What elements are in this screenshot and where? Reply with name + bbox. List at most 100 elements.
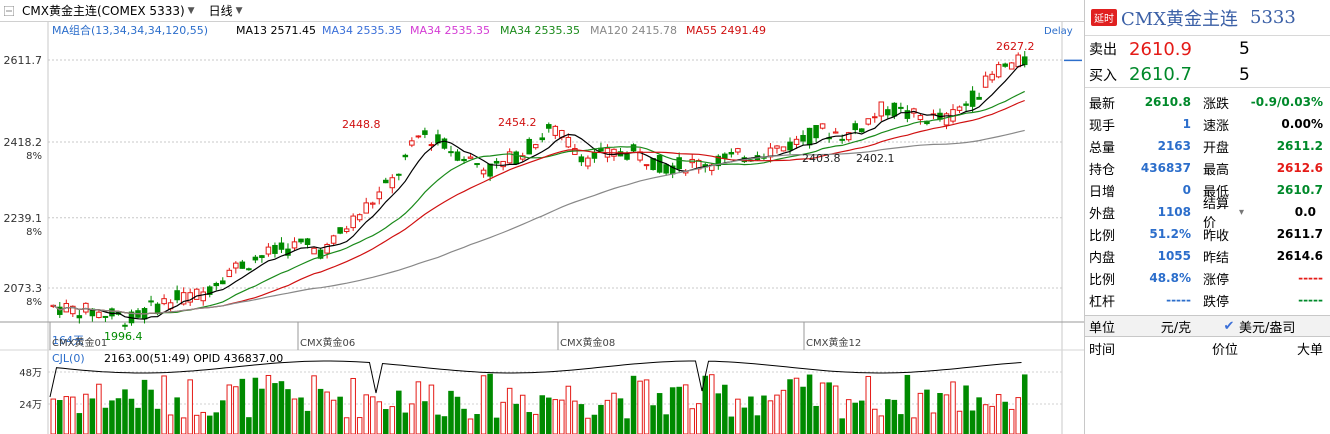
volume-bar: [630, 375, 637, 434]
volume-panel-title[interactable]: CJL(0): [52, 352, 85, 365]
price-annotation: 2448.8: [342, 118, 381, 131]
volume-bar: [924, 389, 930, 434]
volume-bar: [891, 399, 898, 434]
ma-legend-item: MA55 2491.49: [686, 24, 766, 37]
volume-bar: [448, 390, 454, 434]
quote-value: -----: [1298, 293, 1323, 307]
volume-bar: [369, 396, 376, 434]
candle-body: [180, 292, 187, 305]
quote-label: 涨跌: [1203, 96, 1230, 112]
quote-label: 最高: [1203, 162, 1230, 178]
candle-body: [487, 163, 493, 177]
checkmark-icon[interactable]: ✔: [1223, 318, 1235, 334]
volume-bar: [963, 385, 969, 434]
sell-qty: 5: [1239, 39, 1250, 59]
chart-menu-button[interactable]: [0, 0, 18, 22]
quote-label: 结算价: [1203, 197, 1230, 231]
volume-bar: [115, 398, 122, 434]
buy-qty: 5: [1239, 64, 1250, 85]
ma-legend-item: MA120 2415.78: [590, 24, 677, 37]
volume-bar: [343, 417, 350, 434]
kline-chart[interactable]: 2611.7 2418.2 8% 2239.1 8% 2073.3 8% MA组合(13,34…: [0, 22, 1084, 434]
period-selector-label: 日线: [208, 4, 233, 18]
volume-bar: [591, 414, 598, 434]
symbol-selector[interactable]: CMX黄金主连(COMEX 5333) ▼: [18, 0, 199, 22]
ma-group-label[interactable]: MA组合(13,34,34,34,120,55): [52, 23, 208, 37]
volume-bar: [878, 415, 885, 434]
candle-body: [461, 158, 467, 162]
quote-value: 2163: [1157, 139, 1191, 153]
volume-bar: [911, 417, 917, 434]
volume-bar: [956, 410, 963, 434]
volume-bar: [383, 409, 389, 434]
volume-bar: [324, 391, 330, 434]
price-annotation: 2627.2: [996, 40, 1035, 53]
volume-bar: [676, 386, 682, 434]
volume-bar: [637, 380, 643, 434]
candle-body: [728, 151, 735, 155]
ma-legend-item: MA34 2535.35: [500, 24, 580, 37]
candle-body: [963, 103, 969, 106]
candle-body: [174, 290, 180, 301]
quote-label: 跌停: [1203, 294, 1230, 310]
volume-bar: [57, 400, 63, 434]
quote-row: 持仓 436837 最高 2612.6: [1085, 157, 1330, 179]
candle-body: [193, 288, 200, 300]
candle-body: [239, 261, 246, 269]
volume-bar: [546, 397, 552, 434]
candle-body: [415, 135, 422, 138]
quote-value: 2612.6: [1276, 161, 1323, 175]
candle-body: [350, 215, 356, 229]
volume-bar: [611, 392, 617, 434]
candle-body: [1002, 63, 1008, 67]
chevron-down-icon: ▼: [235, 5, 243, 16]
candle-body: [317, 249, 324, 259]
quote-row: 杠杆 ----- 跌停 -----: [1085, 289, 1330, 311]
volume-bar: [904, 374, 911, 434]
volume-bar: [180, 417, 187, 434]
ma-legend-item: MA34 2535.35: [410, 24, 490, 37]
candle-body: [806, 127, 813, 146]
candle-body: [454, 151, 461, 161]
quote-value: -----: [1166, 293, 1191, 307]
volume-bar: [852, 402, 858, 434]
candle-body: [396, 173, 402, 176]
candle-body: [878, 101, 885, 117]
candle-body: [376, 191, 383, 200]
chevron-down-icon[interactable]: ▾: [1239, 206, 1245, 218]
volume-bar: [728, 416, 735, 434]
candle-body: [291, 241, 298, 249]
volume-bar: [1008, 408, 1015, 434]
candle-body: [715, 155, 722, 167]
quote-value: 2610.7: [1276, 183, 1323, 197]
quote-row: 外盘 1108 结算价 ▾ 0.0: [1085, 197, 1330, 231]
volume-bar: [76, 413, 83, 434]
candle-body: [226, 269, 233, 278]
candle-body: [943, 113, 950, 126]
quote-row: 比例 51.2% 昨收 2611.7: [1085, 223, 1330, 245]
quote-header: 延时 CMX黄金主连 5333: [1085, 0, 1330, 36]
price-axis-pct: 8%: [26, 151, 42, 162]
period-selector[interactable]: 日线 ▼: [205, 0, 247, 22]
candle-body: [1021, 56, 1028, 66]
candle-body: [898, 106, 904, 109]
ma-line: [52, 129, 1025, 315]
candle-body: [780, 146, 787, 152]
currency-toggle[interactable]: 美元/盎司: [1239, 320, 1296, 336]
ma-line: [52, 64, 1025, 320]
quote-value: 0: [1182, 183, 1191, 197]
volume-bar: [500, 401, 506, 434]
candle-body: [578, 156, 585, 163]
quote-label: 昨结: [1203, 250, 1230, 266]
volume-bar: [461, 408, 467, 434]
candle-body: [787, 141, 793, 151]
delay-label: Delay: [1044, 26, 1073, 37]
candle-body: [337, 227, 343, 234]
volume-bar: [819, 382, 826, 434]
volume-bar: [826, 382, 832, 434]
candle-body: [663, 164, 669, 174]
volume-bar: [493, 417, 500, 434]
ma-legend-item: MA34 2535.35: [322, 24, 402, 37]
unit-label: 单位: [1089, 320, 1116, 336]
ticks-col-price: 价位: [1211, 342, 1238, 358]
